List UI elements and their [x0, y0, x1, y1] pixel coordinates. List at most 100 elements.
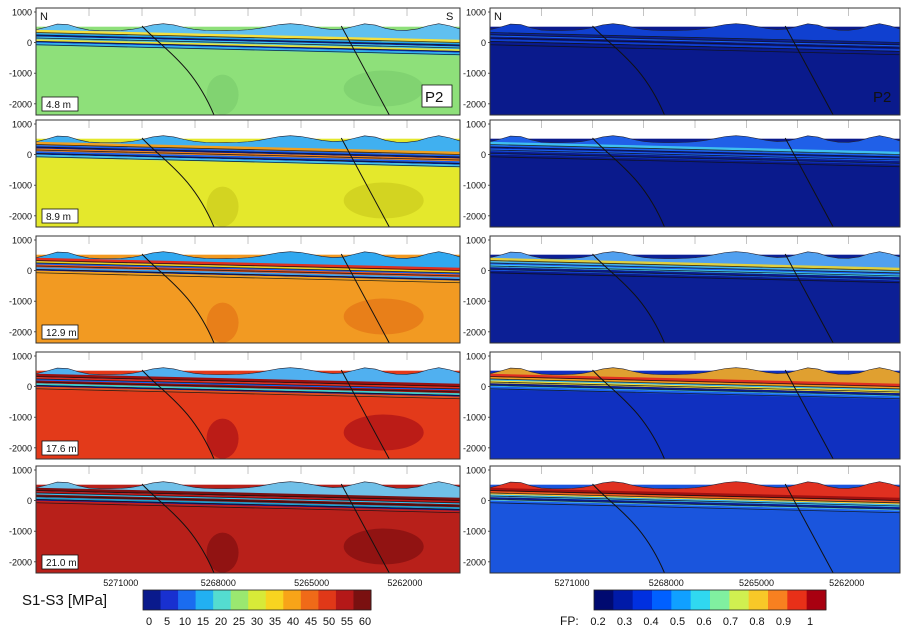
y-tick-label: -1000: [463, 69, 486, 79]
y-tick-label: 1000: [466, 466, 486, 476]
y-tick-label: 0: [27, 382, 32, 392]
fault-line: [592, 137, 665, 227]
y-tick-label: -2000: [9, 99, 32, 109]
fault-line: [340, 137, 390, 227]
y-tick-label: 0: [481, 266, 486, 276]
panel-frame: [489, 465, 901, 574]
colorbar-tick: 0.8: [749, 616, 764, 628]
section-panel: 1000 0 -1000 -2000: [463, 235, 901, 344]
fp-colorbar-title: FP:: [560, 614, 579, 628]
fault-line: [340, 253, 390, 343]
stress-colorbar-title: S1-S3 [MPa]: [22, 592, 107, 609]
colorbar-swatch: [768, 590, 779, 610]
y-tick-label: -2000: [9, 557, 32, 567]
strata-band: [36, 145, 460, 157]
y-tick-label: -2000: [463, 99, 486, 109]
fault-line: [592, 25, 665, 115]
fault-line: [784, 137, 834, 227]
colorbar-swatch: [230, 590, 249, 610]
x-tick-label: 5262000: [387, 578, 422, 588]
colorbar-tick: 50: [323, 616, 335, 628]
panel-frame: [489, 119, 901, 228]
colorbar-tick: 30: [251, 616, 263, 628]
depth-label: 12.9 m: [46, 328, 77, 339]
x-tick-label: 5268000: [649, 578, 684, 588]
panel-frame: [35, 235, 461, 344]
x-tick-label: 5265000: [294, 578, 329, 588]
colorbar-swatch: [671, 590, 682, 610]
fault-line: [340, 369, 390, 459]
depth-label: 17.6 m: [46, 444, 77, 455]
colorbar-swatch: [719, 590, 730, 610]
colorbar-tick: 15: [197, 616, 209, 628]
profile-tag: P2: [425, 89, 443, 106]
strata-band: [36, 383, 460, 396]
panel-frame: [35, 7, 461, 116]
x-tick-label: 5271000: [554, 578, 589, 588]
depth-label: 21.0 m: [46, 558, 77, 569]
y-tick-label: -1000: [463, 181, 486, 191]
y-tick-label: -2000: [9, 327, 32, 337]
x-tick-label: 5271000: [103, 578, 138, 588]
colorbar-swatch: [335, 590, 354, 610]
colorbar-tick: 0.9: [776, 616, 791, 628]
colorbar-swatch: [700, 590, 711, 610]
colorbar-swatch: [623, 590, 634, 610]
colorbar-swatch: [777, 590, 788, 610]
strata-band: [36, 377, 460, 389]
colorbar-swatch: [816, 590, 827, 610]
colorbar-swatch: [143, 590, 162, 610]
colorbar-swatch: [178, 590, 197, 610]
y-tick-label: -2000: [463, 443, 486, 453]
depth-label: 4.8 m: [46, 100, 71, 111]
colorbar-tick: 0.3: [617, 616, 632, 628]
colorbar-tick: 55: [341, 616, 353, 628]
fault-line: [340, 25, 390, 115]
y-tick-label: 1000: [466, 352, 486, 362]
y-tick-label: 1000: [12, 352, 32, 362]
colorbar-swatch: [283, 590, 302, 610]
colorbar-swatch: [632, 590, 643, 610]
colorbar-swatch: [265, 590, 284, 610]
fault-line: [592, 253, 665, 343]
panel-frame: [35, 351, 461, 460]
colorbar-tick: 35: [269, 616, 281, 628]
colorbar-swatch: [729, 590, 740, 610]
panel-frame: [489, 235, 901, 344]
x-tick-label: 5265000: [739, 578, 774, 588]
strata-band: [36, 39, 460, 52]
fault-line: [592, 369, 665, 459]
colorbar-tick: 25: [233, 616, 245, 628]
strata-band: [36, 33, 460, 45]
x-axis-labels: 5271000 5268000 5265000 5262000 5271000 52680…: [103, 578, 864, 588]
fault-line: [784, 25, 834, 115]
colorbar-swatch: [739, 590, 750, 610]
colorbar-swatch: [353, 590, 372, 610]
south-label: S: [446, 11, 453, 23]
panel-frame: [35, 465, 461, 574]
stress-colorbar-ticks: 0 5 10 15 20 25 30 35 40 45 50 55 60: [146, 616, 371, 628]
strata-band: [490, 145, 900, 157]
strata-band: [490, 377, 900, 389]
colorbar-swatch: [213, 590, 232, 610]
north-label: N: [40, 11, 48, 23]
colorbar-tick: 5: [164, 616, 170, 628]
colorbar-swatch: [710, 590, 721, 610]
panel-frame: [489, 351, 901, 460]
y-tick-label: -1000: [9, 297, 32, 307]
colorbar-tick: 60: [359, 616, 371, 628]
colorbar-swatch: [681, 590, 692, 610]
colorbar-tick: 45: [305, 616, 317, 628]
fp-colorbar-swatches: [593, 589, 827, 611]
strata-band: [36, 267, 460, 280]
y-tick-label: 0: [481, 382, 486, 392]
colorbar-swatch: [642, 590, 653, 610]
fault-line: [592, 483, 665, 573]
stress-colorbar-swatches: [142, 589, 372, 611]
y-tick-label: -1000: [9, 181, 32, 191]
strata-band: [36, 491, 460, 503]
depth-label: 8.9 m: [46, 212, 71, 223]
fault-line: [141, 25, 215, 115]
colorbar-tick: 20: [215, 616, 227, 628]
